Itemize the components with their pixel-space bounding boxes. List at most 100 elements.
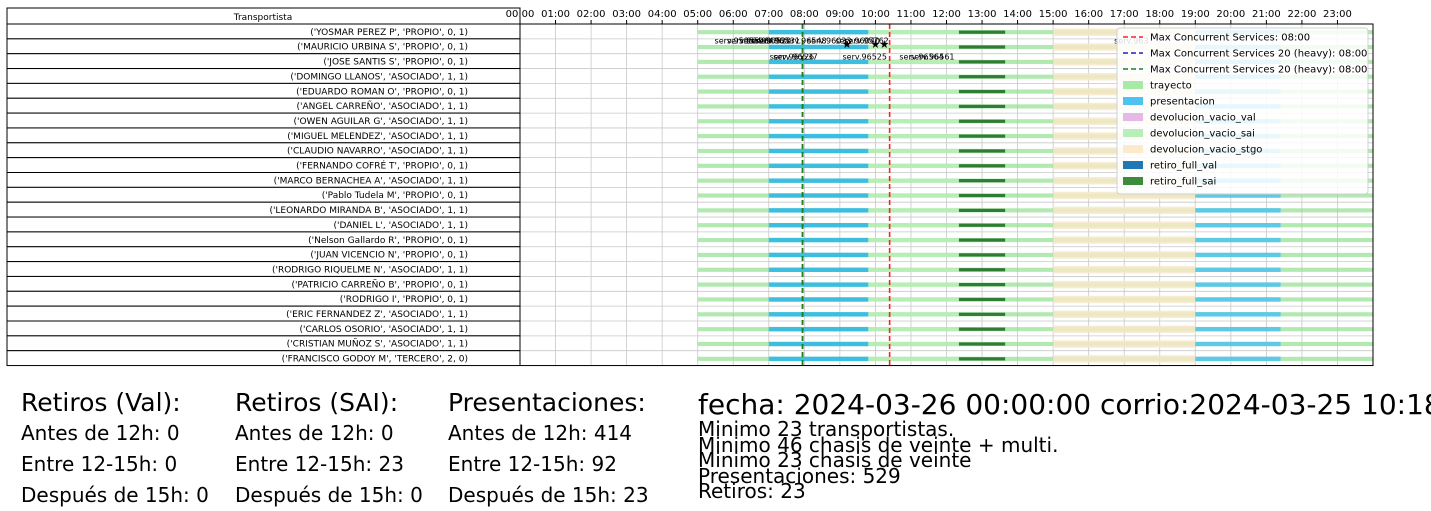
x-tick-label: 22:00 <box>1288 9 1317 20</box>
bar-retiro_full_sai <box>958 327 1006 331</box>
legend-label: devolucion_vacio_val <box>1150 113 1256 124</box>
bar-presentacion <box>768 44 869 50</box>
bar-trayecto <box>697 252 1373 257</box>
x-tick-label: 16:00 <box>1074 9 1103 20</box>
bar-devolucion_vacio_sai <box>868 222 983 228</box>
service-annotation: serv.96526 <box>770 53 814 62</box>
table-row-label: ('ERIC FERNANDEZ Z', 'ASOCIADO', 1, 1) <box>286 310 468 320</box>
service-annotation: serv.96531 <box>755 36 799 45</box>
transportista-table: Transportista ('YOSMAR PEREZ P', 'PROPIO'… <box>6 7 521 367</box>
table-row-label: ('FERNANDO COFRÉ T', 'PROPIO', 0, 1) <box>296 160 468 172</box>
service-annotation: serv.96040 <box>835 36 879 45</box>
retiros-val-summary: Retiros (Val): Antes de 12h: 0 Entre 12-… <box>21 388 209 511</box>
bar-presentacion <box>768 297 869 302</box>
table-row-label: ('DOMINGO LLANOS', 'ASOCIADO', 1, 1) <box>290 72 468 82</box>
x-tick-label: 08:00 <box>790 9 819 20</box>
table-row-label: ('CLAUDIO NAVARRO', 'ASOCIADO', 1, 1) <box>287 147 468 157</box>
legend-swatch <box>1123 81 1143 89</box>
bar-presentacion <box>768 148 869 154</box>
info-line: Minimo 23 chasis de veinte <box>698 448 972 472</box>
bar-presentacion <box>768 89 869 94</box>
bar-devolucion_vacio_sai <box>868 252 983 258</box>
x-tick-label: 18:00 <box>1145 9 1174 20</box>
table-row-label: ('Nelson Gallardo R', 'PROPIO', 0, 1) <box>308 236 468 246</box>
bar-devolucion_vacio_stgo <box>1053 280 1196 289</box>
bar-trayecto <box>697 341 1373 347</box>
bar-devolucion_vacio_sai <box>868 133 983 139</box>
star-marker: ★ <box>879 38 889 51</box>
run-date-header: fecha: 2024-03-26 00:00:00 corrio:2024-0… <box>698 388 1431 421</box>
bar-presentacion <box>1195 312 1281 317</box>
service-annotation: serv.96033 <box>807 36 851 45</box>
legend-label: Max Concurrent Services 20 (heavy): 08:0… <box>1150 49 1367 60</box>
bar-presentacion <box>768 312 869 317</box>
x-tick-label: 00:00 <box>506 9 535 20</box>
bar-retiro_full_sai <box>958 193 1006 198</box>
bar-devolucion_vacio_sai <box>868 29 983 35</box>
bar-devolucion_vacio_sai <box>868 237 983 243</box>
bar-devolucion_vacio_sai <box>868 312 983 317</box>
retiros-sai-entre: Entre 12-15h: 23 <box>235 452 404 476</box>
bar-trayecto <box>697 59 1373 64</box>
x-tick-label: 07:00 <box>754 9 783 20</box>
star-marker: ★ <box>842 38 852 51</box>
bar-presentacion <box>1195 356 1281 362</box>
bar-devolucion_vacio_sai <box>868 341 983 347</box>
table-row-label: ('RODRIGO RIQUELME N', 'ASOCIADO', 1, 1) <box>272 265 468 275</box>
service-annotation: serv.96564 <box>899 53 943 62</box>
bar-retiro_full_sai <box>958 75 1006 79</box>
bar-retiro_full_sai <box>958 253 1006 257</box>
bar-presentacion <box>768 178 869 183</box>
bar-trayecto <box>697 282 1373 287</box>
gantt-chart: Transportista ('YOSMAR PEREZ P', 'PROPIO'… <box>6 7 1374 367</box>
bar-presentacion <box>1195 208 1281 213</box>
bar-presentacion <box>1195 237 1281 243</box>
bar-devolucion_vacio_sai <box>868 208 983 213</box>
table-row-label: ('MIGUEL MELENDEZ', 'ASOCIADO', 1, 1) <box>287 132 468 142</box>
table-header-text: Transportista <box>233 13 292 23</box>
legend-label: retiro_full_sai <box>1150 177 1216 188</box>
chart-vlines <box>801 24 891 366</box>
bar-trayecto <box>697 74 1373 79</box>
bar-presentacion <box>768 237 869 243</box>
bar-trayecto <box>697 89 1373 94</box>
table-row-label: ('Pablo Tudela M', 'PROPIO', 0, 1) <box>322 191 468 201</box>
bar-trayecto <box>697 327 1373 332</box>
bar-retiro_full_sai <box>958 60 1006 64</box>
retiros-sai-summary: Retiros (SAI): Antes de 12h: 0 Entre 12-… <box>235 388 423 511</box>
bar-retiro_full_sai <box>958 149 1006 153</box>
legend-label: devolucion_vacio_stgo <box>1150 145 1262 156</box>
service-annotation: serv.95955 <box>715 36 759 45</box>
bar-retiro_full_sai <box>958 164 1006 168</box>
table-row-label: ('CRISTIAN MUÑOZ S', 'ASOCIADO', 1, 1) <box>287 339 468 350</box>
service-annotation: serv.96499 <box>727 36 771 45</box>
legend-swatch <box>1123 177 1143 185</box>
bar-trayecto <box>697 193 1373 198</box>
bar-devolucion_vacio_stgo <box>1053 295 1196 304</box>
bar-devolucion_vacio_stgo <box>1053 340 1196 348</box>
table-row-label: ('RODRIGO I', 'PROPIO', 0, 1) <box>340 295 468 305</box>
run-info: fecha: 2024-03-26 00:00:00 corrio:2024-0… <box>698 388 1431 501</box>
presentaciones-title: Presentaciones: <box>448 388 646 417</box>
x-tick-label: 09:00 <box>825 9 854 20</box>
bar-devolucion_vacio_sai <box>868 193 983 198</box>
legend-label: presentacion <box>1150 97 1215 108</box>
bar-presentacion <box>1195 222 1281 228</box>
star-marker: ★ <box>870 38 880 51</box>
bar-retiro_full_sai <box>958 297 1006 302</box>
bar-devolucion_vacio_stgo <box>1053 266 1196 274</box>
legend-swatch <box>1123 145 1143 153</box>
x-tick-label: 15:00 <box>1039 9 1068 20</box>
legend-swatch <box>1123 97 1143 105</box>
bar-trayecto <box>697 237 1373 243</box>
bar-retiro_full_sai <box>958 134 1006 138</box>
bar-devolucion_vacio_sai <box>868 267 983 272</box>
bar-devolucion_vacio_sai <box>868 74 983 79</box>
info-line: Presentaciones: 529 <box>698 463 901 488</box>
legend-swatch <box>1123 113 1143 121</box>
bar-devolucion_vacio_stgo <box>1053 236 1196 244</box>
bar-devolucion_vacio_sai <box>868 104 983 109</box>
bar-retiro_full_sai <box>958 208 1006 213</box>
table-row-label: ('LEONARDO MIRANDA B', 'ASOCIADO', 1, 1) <box>269 206 468 216</box>
bar-presentacion <box>768 104 869 109</box>
